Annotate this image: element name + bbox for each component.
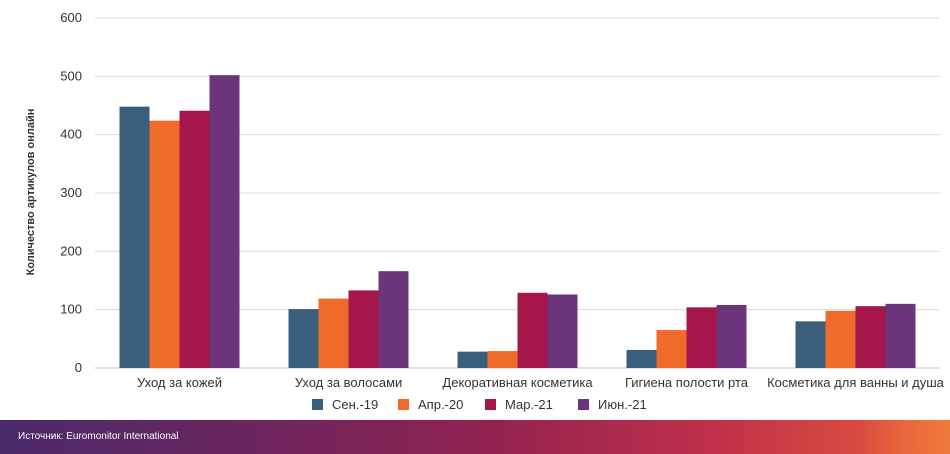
y-tick-label: 400: [60, 127, 82, 142]
legend-swatch: [312, 399, 323, 410]
bar: [716, 305, 747, 368]
bar: [348, 290, 379, 368]
legend-label: Мар.-21: [505, 397, 553, 412]
bar: [795, 321, 826, 368]
x-category-label: Гигиена полости рта: [625, 375, 749, 390]
legend-label: Апр.-20: [418, 397, 463, 412]
legend-label: Июн.-21: [598, 397, 647, 412]
bar: [626, 349, 657, 368]
bar: [487, 351, 518, 368]
y-axis-ticks: 0 100 200 300 400 500 600: [60, 10, 82, 375]
bar: [119, 106, 150, 369]
bar: [885, 303, 916, 368]
bar: [149, 120, 180, 369]
y-tick-label: 100: [60, 302, 82, 317]
legend-label: Сен.-19: [332, 397, 378, 412]
y-tick-label: 0: [75, 360, 82, 375]
y-tick-label: 500: [60, 68, 82, 83]
bar: [686, 307, 717, 368]
bar: [547, 294, 578, 368]
y-tick-label: 300: [60, 185, 82, 200]
bar: [288, 309, 319, 368]
bar: [517, 292, 548, 368]
bar: [209, 75, 240, 369]
y-axis-label: Количество артикулов онлайн: [25, 109, 37, 276]
x-category-label: Косметика для ванны и душа: [767, 375, 945, 390]
footer-accent: [860, 420, 950, 454]
x-category-label: Уход за волосами: [295, 375, 403, 390]
bar: [855, 306, 886, 368]
y-tick-label: 600: [60, 10, 82, 25]
bar: [179, 110, 210, 368]
y-tick-label: 200: [60, 243, 82, 258]
legend: Сен.-19 Апр.-20 Мар.-21 Июн.-21: [312, 397, 647, 412]
bar: [825, 310, 856, 368]
bar: [656, 330, 687, 368]
x-axis-categories: Уход за кожей Уход за волосами Декоративна…: [137, 375, 945, 390]
x-category-label: Декоративная косметика: [442, 375, 593, 390]
x-category-label: Уход за кожей: [137, 375, 222, 390]
footer-banner: Источник: Euromonitor International: [0, 420, 950, 454]
legend-swatch: [398, 399, 409, 410]
bars: [119, 75, 916, 369]
bar: [457, 351, 488, 368]
legend-swatch: [578, 399, 589, 410]
bar: [318, 298, 349, 368]
legend-swatch: [485, 399, 496, 410]
source-note: Источник: Euromonitor International: [18, 431, 179, 442]
bar: [378, 271, 409, 368]
